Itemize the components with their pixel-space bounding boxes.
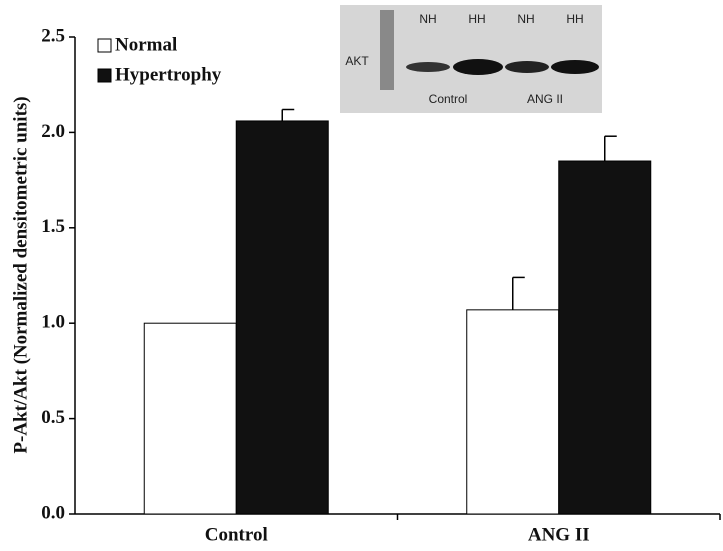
x-tick-label: ANG II (528, 524, 590, 545)
inset-lane-label: NH (517, 12, 534, 26)
y-tick-label: 0.0 (41, 502, 65, 523)
band (551, 60, 599, 74)
error-bar (512, 276, 525, 310)
band (505, 61, 549, 73)
y-tick-label: 0.5 (41, 407, 65, 428)
y-tick-label: 2.0 (41, 121, 65, 142)
inset-row-label: AKT (345, 54, 369, 68)
bar (466, 309, 560, 515)
y-axis-label: P-Akt/Akt (Normalized densitometric unit… (10, 96, 31, 453)
legend-swatch (97, 38, 112, 53)
legend-label: Normal (115, 34, 177, 55)
error-bar (604, 135, 617, 162)
inset-blot (340, 5, 602, 113)
bar (558, 160, 652, 515)
band (406, 62, 450, 72)
legend-label: Hypertrophy (115, 64, 222, 85)
x-tick-label: Control (205, 524, 268, 545)
inset-lane-label: HH (566, 12, 583, 26)
bar (143, 322, 237, 515)
inset-lane-label: HH (468, 12, 485, 26)
error-bar (281, 108, 295, 121)
inset-lane-label: NH (419, 12, 436, 26)
legend-swatch (97, 68, 112, 83)
y-tick-label: 1.0 (41, 312, 65, 333)
inset-group-label: ANG II (527, 92, 563, 106)
band (453, 59, 503, 75)
bar (235, 120, 329, 515)
y-tick-label: 1.5 (41, 216, 65, 237)
ladder (380, 10, 394, 90)
inset-group-label: Control (429, 92, 468, 106)
y-tick-label: 2.5 (41, 25, 65, 46)
